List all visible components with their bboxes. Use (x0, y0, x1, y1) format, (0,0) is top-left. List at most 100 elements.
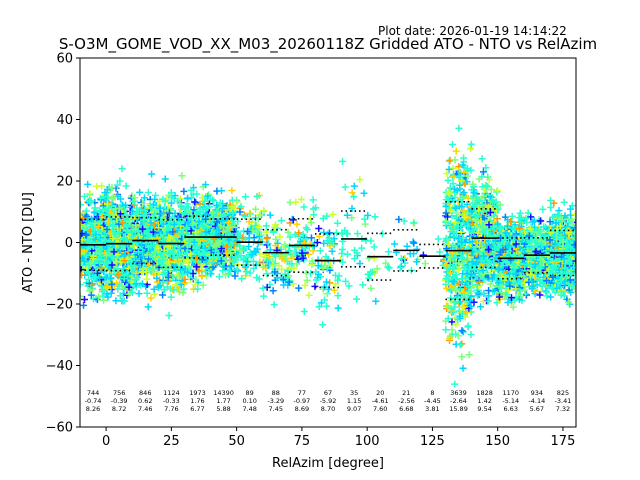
scatter-point (193, 263, 201, 271)
scatter-point (444, 302, 452, 310)
scatter-point (150, 271, 158, 279)
scatter-point (448, 212, 456, 220)
scatter-point (463, 165, 471, 173)
scatter-point (247, 225, 255, 233)
scatter-point (277, 217, 285, 225)
scatter-point (150, 253, 158, 261)
scatter-point (319, 265, 327, 273)
scatter-point (118, 282, 126, 290)
scatter-point (139, 225, 147, 233)
scatter-point (463, 269, 471, 277)
scatter-point (255, 275, 263, 283)
scatter-point (261, 253, 269, 261)
scatter-point (145, 261, 153, 269)
scatter-point (313, 238, 321, 246)
scatter-point (182, 205, 190, 213)
scatter-point (226, 266, 234, 274)
chart-title: S-O3M_GOME_VOD_XX_M03_20260118Z Gridded … (58, 35, 598, 53)
scatter-point (242, 272, 250, 280)
scatter-point (323, 290, 331, 298)
scatter-point (223, 243, 231, 251)
scatter-point (477, 303, 485, 311)
scatter-point (504, 222, 512, 230)
scatter-point (348, 205, 356, 213)
scatter-point (161, 197, 169, 205)
scatter-point (450, 228, 458, 236)
scatter-point (131, 194, 139, 202)
scatter-point (100, 296, 108, 304)
scatter-point (369, 268, 377, 276)
scatter-point (225, 250, 233, 258)
scatter-point (461, 180, 469, 188)
scatter-point (241, 212, 249, 220)
scatter-point (459, 304, 467, 312)
scatter-point (285, 264, 293, 272)
scatter-point (149, 266, 157, 274)
scatter-point (443, 213, 451, 221)
scatter-point (460, 189, 468, 197)
scatter-point (452, 320, 460, 328)
scatter-point (81, 296, 89, 304)
scatter-point (358, 244, 366, 252)
scatter-point (311, 282, 319, 290)
scatter-point (96, 259, 104, 267)
scatter-point (132, 280, 140, 288)
scatter-point (276, 233, 284, 241)
scatter-point (270, 228, 278, 236)
scatter-point (86, 227, 94, 235)
scatter-point (187, 250, 195, 258)
scatter-point (305, 250, 313, 258)
scatter-point (88, 223, 96, 231)
scatter-point (459, 161, 467, 169)
scatter-point (220, 263, 228, 271)
scatter-point (472, 211, 480, 219)
scatter-point (238, 275, 246, 283)
scatter-point (262, 228, 270, 236)
scatter-point (86, 199, 94, 207)
scatter-point (169, 228, 177, 236)
scatter-point (338, 230, 346, 238)
scatter-point (80, 271, 86, 279)
scatter-point (168, 239, 176, 247)
scatter-point (197, 230, 205, 238)
scatter-point (537, 217, 545, 225)
scatter-point (178, 172, 186, 180)
scatter-point (141, 206, 149, 214)
scatter-point (378, 230, 386, 238)
scatter-point (155, 227, 163, 235)
scatter-point (155, 245, 163, 253)
scatter-point (341, 183, 349, 191)
scatter-point (475, 175, 483, 183)
scatter-point (138, 268, 146, 276)
scatter-point (571, 210, 576, 218)
scatter-point (138, 240, 146, 248)
scatter-point (233, 265, 241, 273)
scatter-point (88, 281, 96, 289)
scatter-point (323, 212, 331, 220)
scatter-point (245, 243, 253, 251)
scatter-point (134, 248, 142, 256)
scatter-point (202, 205, 210, 213)
scatter-point (539, 205, 547, 213)
scatter-point (217, 222, 225, 230)
scatter-point (128, 265, 136, 273)
scatter-point (224, 223, 232, 231)
scatter-point (199, 281, 207, 289)
scatter-point (103, 185, 111, 193)
scatter-point (289, 280, 297, 288)
scatter-point (231, 245, 239, 253)
scatter-point (80, 236, 86, 244)
scatter-point (229, 209, 237, 217)
scatter-point (109, 235, 117, 243)
scatter-point (85, 275, 93, 283)
scatter-point (459, 328, 467, 336)
scatter-point (158, 256, 166, 264)
scatter-point (456, 181, 464, 189)
scatter-point (460, 207, 468, 215)
scatter-point (80, 221, 85, 229)
scatter-point (143, 275, 151, 283)
scatter-point (351, 255, 359, 263)
scatter-point (122, 182, 130, 190)
scatter-point (467, 287, 475, 295)
scatter-point (478, 241, 486, 249)
